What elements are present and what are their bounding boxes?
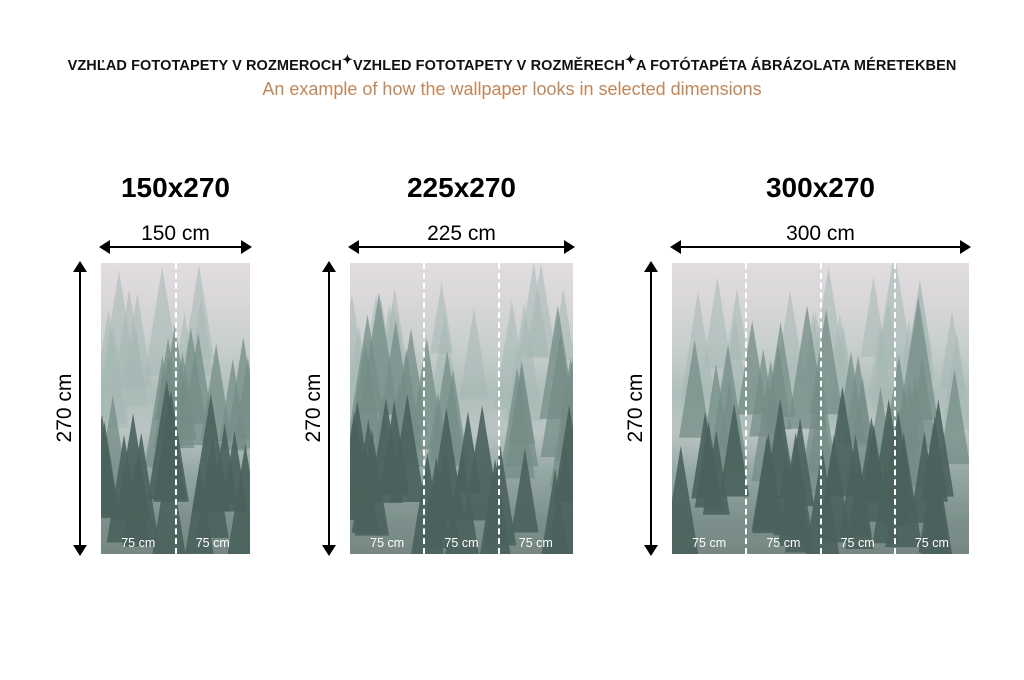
width-label: 150 cm — [141, 222, 210, 245]
pine-tree — [144, 266, 180, 376]
pine-tree — [939, 369, 969, 465]
pine-tree — [499, 367, 535, 479]
pine-tree — [773, 455, 799, 536]
pine-tree — [860, 276, 887, 357]
pine-tree — [185, 464, 214, 554]
strip-width-label: 75 cm — [692, 536, 727, 550]
strip-seam — [497, 263, 500, 554]
strip-width-label: 75 cm — [121, 536, 156, 550]
pine-tree — [816, 435, 852, 543]
pine-tree — [183, 332, 213, 424]
strip-width-label: 75 cm — [518, 536, 553, 550]
pine-tree — [922, 399, 954, 497]
width-arrow — [670, 240, 971, 254]
pine-tree — [539, 305, 573, 419]
wallpaper-preview: 75 cm 75 cm 75 cm — [350, 263, 573, 554]
pine-tree — [857, 416, 886, 503]
strip-width-label: 75 cm — [766, 536, 801, 550]
multilingual-heading: VZHĽAD FOTOTAPETY V ROZMEROCH✦VZHLED FOT… — [0, 52, 1024, 74]
fog-layer — [350, 263, 573, 554]
pine-tree — [153, 390, 189, 502]
pine-tree — [920, 455, 953, 554]
heading-hungarian: A FOTÓTAPÉTA ÁBRÁZOLATA MÉRETEKBEN — [635, 58, 957, 74]
pine-tree — [106, 434, 142, 543]
pine-tree — [511, 448, 539, 533]
pine-tree — [445, 448, 479, 554]
pine-tree — [411, 452, 444, 554]
strip-seam — [423, 263, 426, 554]
strip-width-label: 75 cm — [840, 536, 875, 550]
height-arrow — [73, 261, 87, 556]
height-label: 270 cm — [624, 373, 647, 443]
pine-tree — [525, 263, 557, 359]
pine-tree — [350, 438, 373, 520]
pine-tree — [678, 339, 711, 438]
pine-tree — [211, 423, 238, 505]
width-arrow — [348, 240, 575, 254]
pine-tree — [719, 402, 750, 497]
pine-tree — [898, 297, 938, 421]
pine-tree — [359, 292, 399, 414]
sparkle-icon: ✦ — [341, 52, 353, 67]
width-arrow — [99, 240, 252, 254]
strip-seam — [745, 263, 748, 554]
sparkle-icon: ✦ — [624, 52, 636, 67]
size-title: 150x270 — [120, 172, 230, 203]
width-label: 225 cm — [427, 222, 496, 245]
width-label: 300 cm — [786, 222, 855, 245]
pine-tree — [751, 436, 782, 531]
strip-width-label: 75 cm — [444, 536, 479, 550]
pine-tree — [101, 414, 119, 519]
height-arrow — [644, 261, 658, 556]
height-arrow — [322, 261, 336, 556]
heading-czech: VZHLED FOTOTAPETY V ROZMĚRECH — [352, 58, 625, 74]
pine-tree — [459, 307, 489, 400]
strip-width-label: 75 cm — [370, 536, 405, 550]
strip-seam — [819, 263, 822, 554]
pine-tree — [845, 461, 874, 549]
pine-tree — [553, 404, 573, 502]
pine-tree — [702, 277, 733, 369]
pine-tree — [725, 288, 749, 360]
subtitle: An example of how the wallpaper looks in… — [262, 79, 762, 99]
strip-seam — [174, 263, 177, 554]
wallpaper-preview: 75 cm 75 cm — [101, 263, 250, 554]
strip-width-label: 75 cm — [914, 536, 949, 550]
forest-image — [350, 263, 573, 554]
size-title: 225x270 — [406, 172, 516, 203]
strip-width-label: 75 cm — [195, 536, 230, 550]
strip-seam — [893, 263, 896, 554]
heading-slovak: VZHĽAD FOTOTAPETY V ROZMEROCH — [67, 58, 342, 74]
pine-tree — [672, 445, 699, 554]
pine-tree — [113, 289, 145, 387]
height-label: 270 cm — [302, 373, 325, 443]
height-label: 270 cm — [53, 373, 76, 443]
wallpaper-preview: 75 cm 75 cm 75 cm 75 cm — [672, 263, 969, 554]
pine-tree — [369, 397, 403, 503]
pine-tree — [691, 411, 720, 499]
pine-tree — [152, 450, 186, 554]
pine-tree — [787, 305, 827, 429]
pine-tree — [764, 345, 792, 430]
pine-tree — [390, 393, 425, 502]
pine-tree — [430, 282, 454, 354]
pine-tree — [227, 337, 250, 439]
size-title: 300x270 — [765, 172, 875, 203]
